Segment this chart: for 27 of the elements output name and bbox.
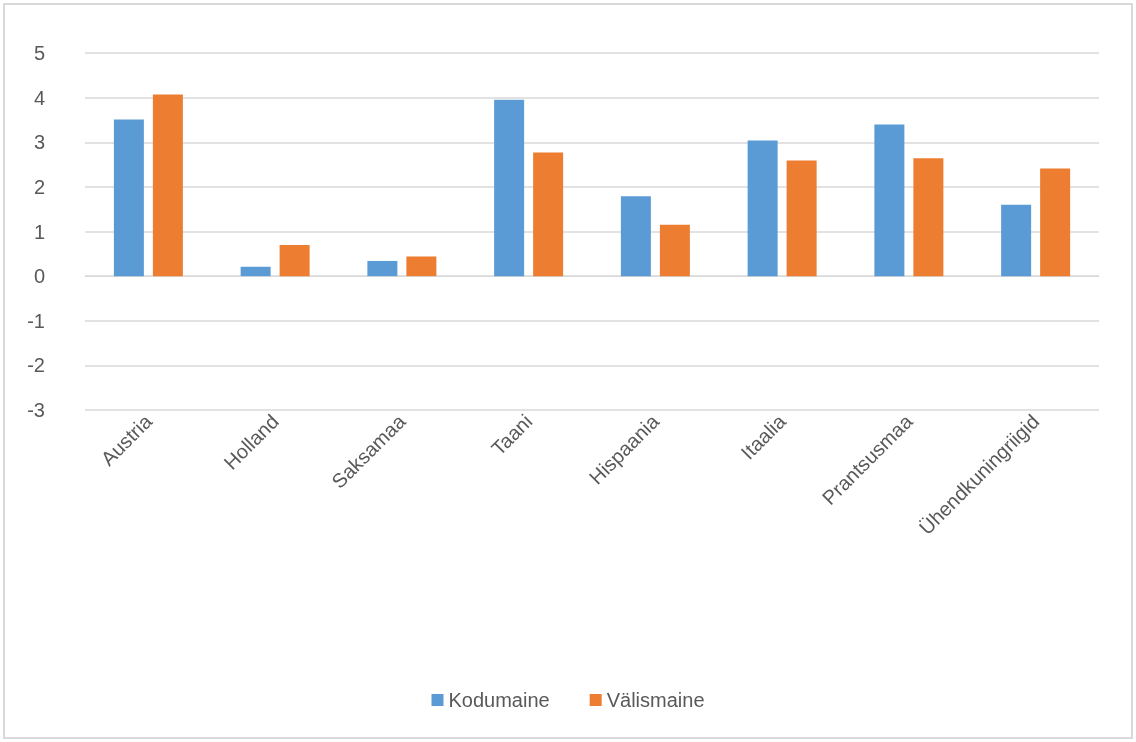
bar [152,94,183,277]
bar [367,260,398,277]
bar [494,99,525,277]
bar [406,256,437,277]
y-tick-label: 0 [33,265,45,288]
bar [874,124,905,277]
bar [279,244,310,277]
bar [113,119,144,277]
legend-label: Kodumaine [448,689,550,711]
bar [1040,168,1071,277]
y-tick-label: 5 [33,42,45,64]
y-tick-label: -3 [27,399,45,421]
bar [913,158,944,277]
legend-label: Välismaine [606,689,705,711]
y-tick-label: -1 [27,309,45,332]
y-tick-label: 2 [33,175,45,198]
y-tick-label: 1 [33,220,45,243]
bar [659,224,690,277]
bar [620,196,651,277]
y-tick-label: 3 [33,131,45,154]
bar [240,266,271,277]
y-tick-label: 4 [33,86,45,109]
bar [786,160,817,277]
bar [747,140,778,277]
bar [533,152,564,277]
y-tick-label: -2 [27,354,45,377]
bar [1001,204,1032,277]
